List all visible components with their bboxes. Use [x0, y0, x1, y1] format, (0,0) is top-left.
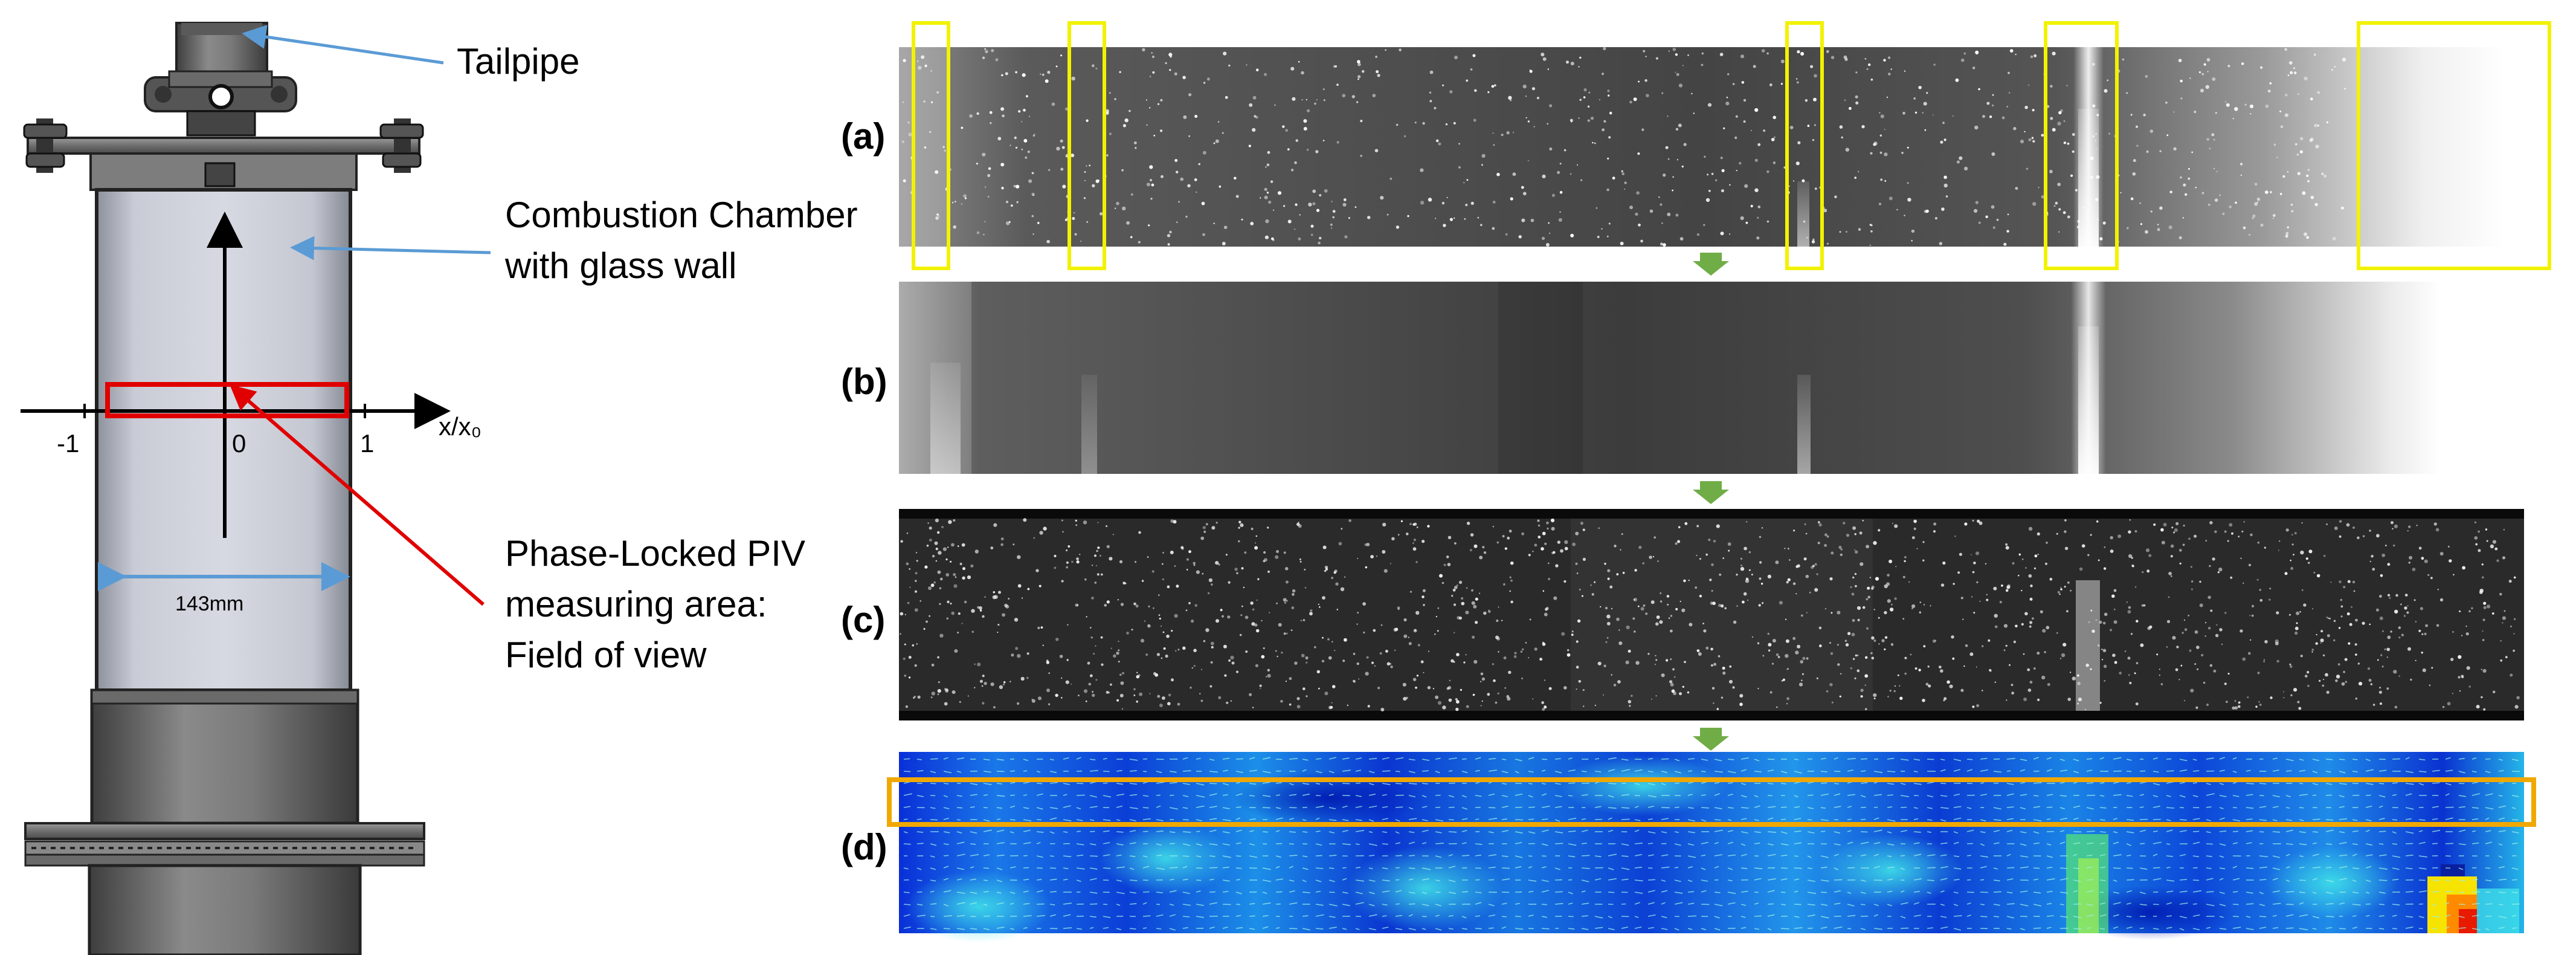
inlet-tube — [88, 864, 362, 955]
highlight-box-1 — [912, 21, 950, 270]
chamber-leader — [290, 236, 491, 261]
chamber-label-line1: Combustion Chamber — [505, 195, 858, 235]
particle-speckles-c — [900, 518, 2520, 711]
roi-box — [887, 777, 2536, 827]
panel-a-raw-image — [899, 47, 2505, 247]
tailpipe-clamp — [144, 70, 297, 137]
bottom-flange — [24, 822, 425, 867]
highlight-box-5 — [2357, 21, 2551, 270]
particle-speckles-a — [901, 47, 2346, 247]
combustor-schematic: Tailpipe Combustion Chamber with glass w… — [21, 22, 858, 955]
panel-label-c: (c) — [841, 600, 885, 640]
highlight-box-3 — [1785, 21, 1824, 270]
chamber-label-line2: with glass wall — [504, 245, 736, 286]
tailpipe-leader — [242, 25, 444, 65]
highlight-box-2 — [1067, 21, 1106, 270]
tailpipe-label: Tailpipe — [457, 41, 579, 82]
axis-label: x/x₀ — [439, 412, 481, 441]
step-arrow-cd — [1693, 728, 1729, 751]
panel-c-processed-image — [899, 509, 2524, 720]
lower-section — [90, 688, 359, 825]
hotspot-corner — [2427, 864, 2519, 933]
fov-label-line2: measuring area: — [505, 584, 767, 624]
fov-label-line1: Phase-Locked PIV — [505, 533, 805, 574]
tick-neg1: -1 — [57, 429, 79, 458]
panel-label-a: (a) — [841, 116, 885, 157]
step-arrow-ab — [1693, 253, 1729, 276]
fov-leader — [230, 384, 485, 606]
step-arrow-bc — [1693, 481, 1729, 504]
fov-label-line3: Field of view — [505, 635, 707, 675]
highlight-box-4 — [2044, 21, 2119, 270]
velocity-vectors — [903, 757, 2520, 931]
panel-b-background-image — [899, 282, 2505, 474]
width-label: 143mm — [175, 592, 243, 615]
top-flange — [23, 118, 424, 191]
tick-1: 1 — [360, 429, 374, 458]
artifact-highlight-boxes — [912, 21, 2551, 270]
panel-label-b: (b) — [841, 361, 887, 402]
fov-box — [105, 382, 349, 418]
tick-0: 0 — [232, 429, 246, 458]
panel-label-d: (d) — [841, 827, 887, 867]
